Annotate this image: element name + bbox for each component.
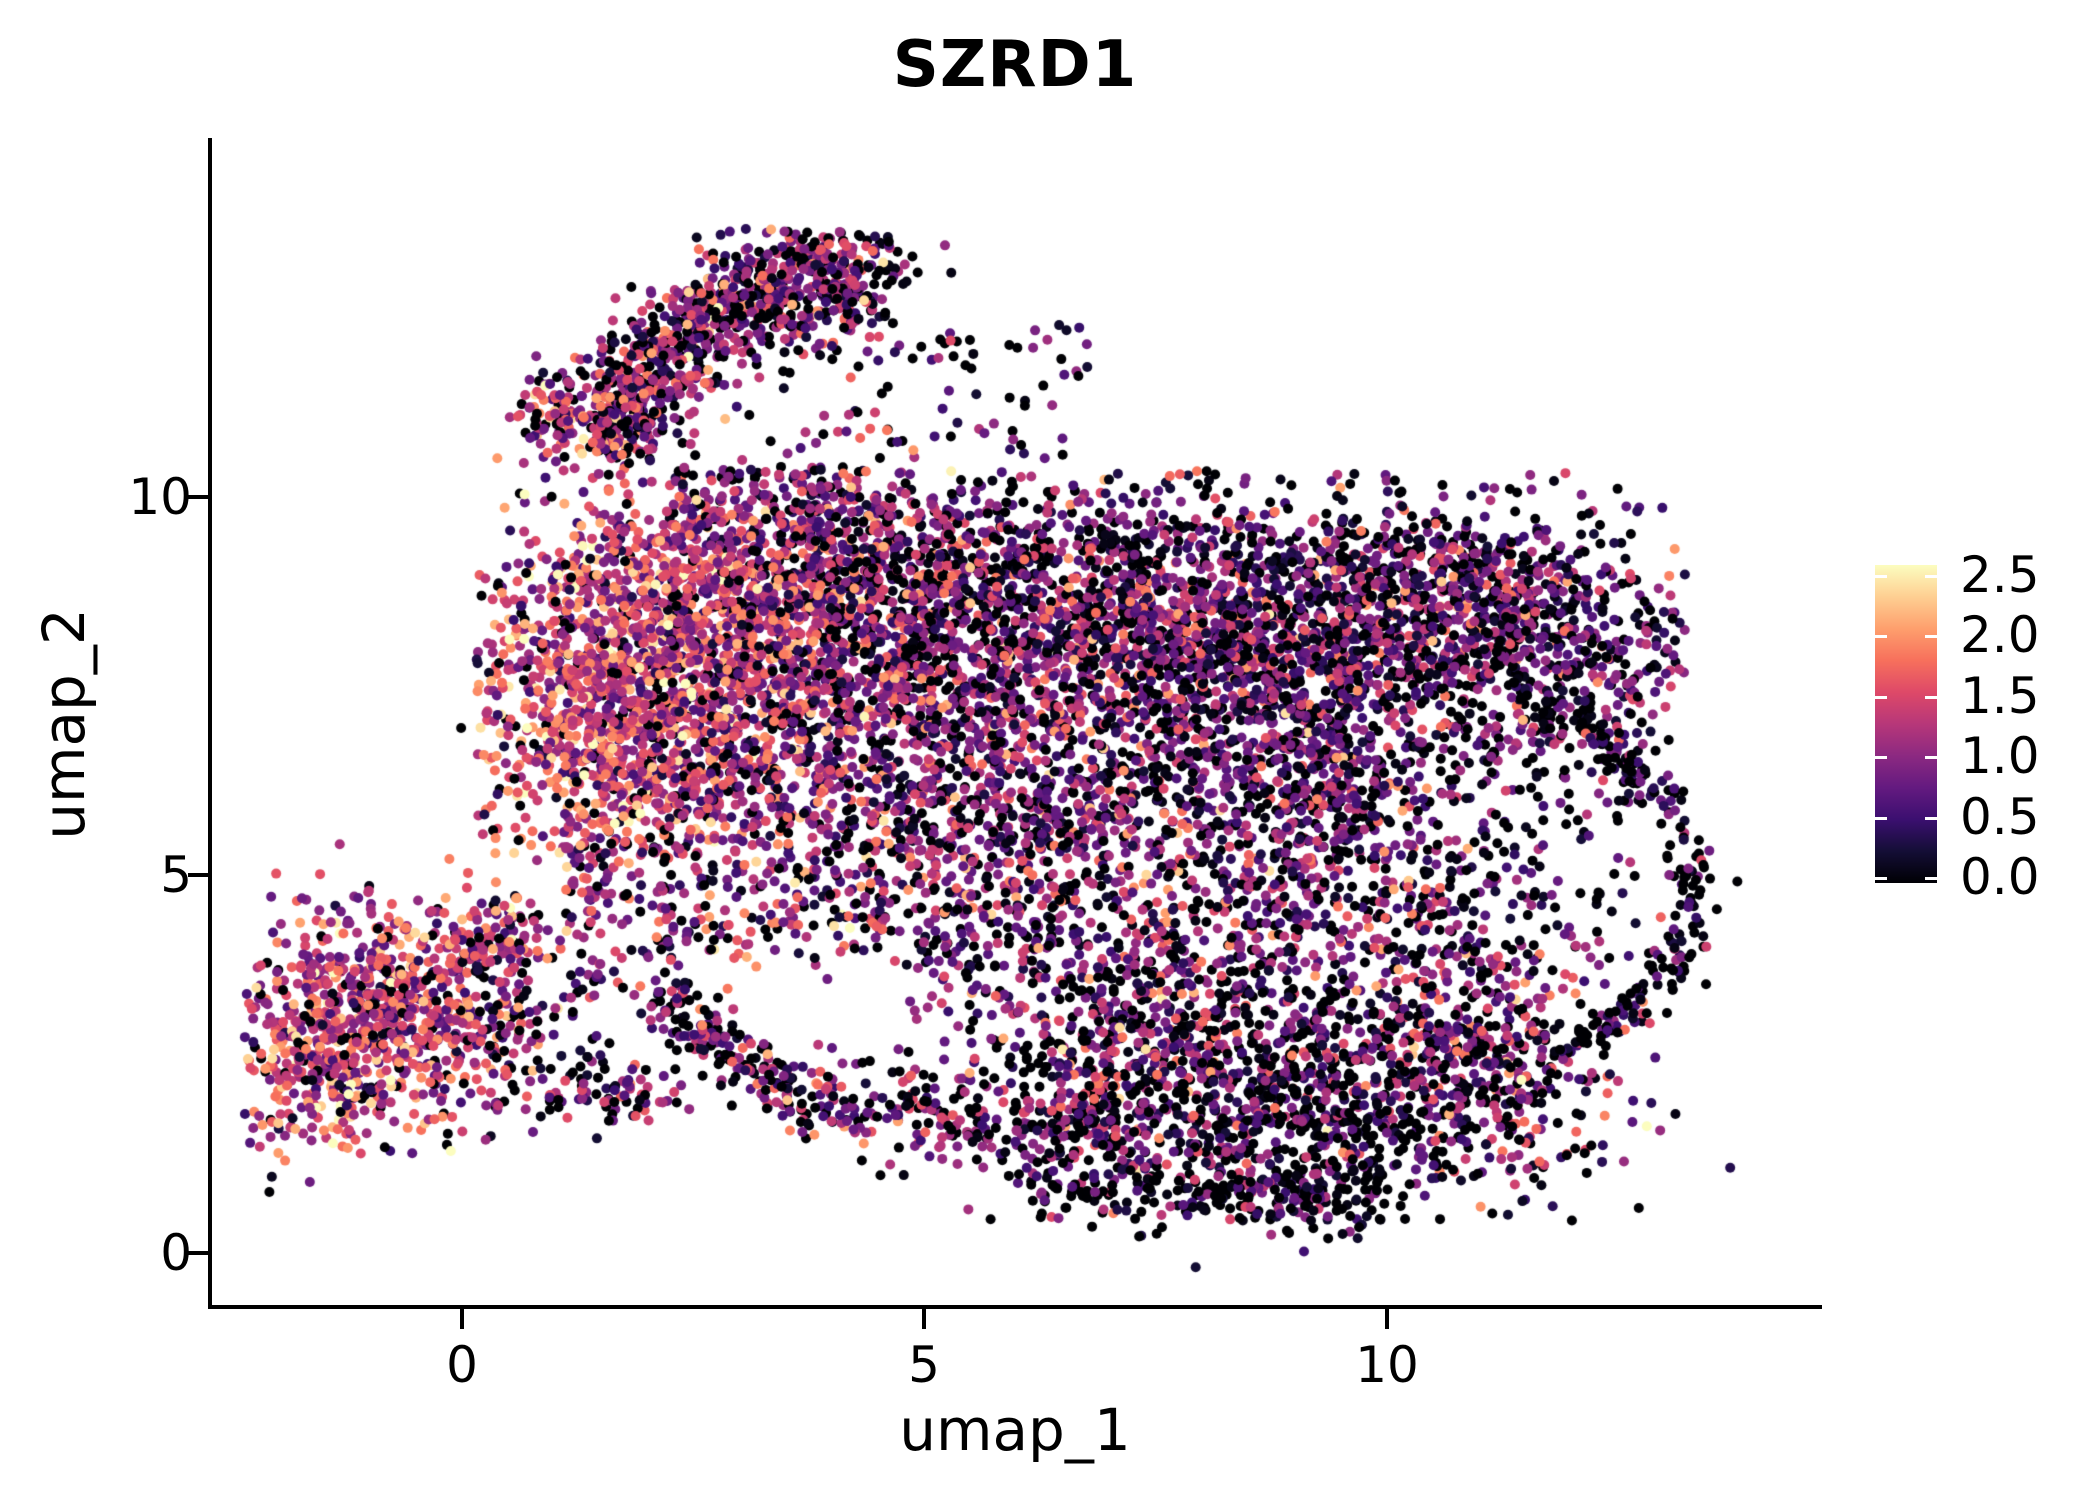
colorbar-tick xyxy=(1875,877,1887,880)
colorbar-tick xyxy=(1875,696,1887,699)
colorbar-tick xyxy=(1875,756,1887,759)
x-axis-title: umap_1 xyxy=(899,1396,1131,1464)
y-tick-mark-0 xyxy=(188,1251,208,1255)
colorbar-tick xyxy=(1875,635,1887,638)
y-tick-label: 0 xyxy=(160,1224,192,1282)
y-tick-label: 5 xyxy=(160,846,192,904)
colorbar-label: 1.5 xyxy=(1960,667,2040,725)
x-tick-label: 5 xyxy=(908,1336,940,1394)
colorbar-label: 0.5 xyxy=(1960,788,2040,846)
x-tick-mark-0 xyxy=(460,1309,464,1329)
y-axis-spine xyxy=(208,138,212,1309)
x-tick-label: 0 xyxy=(446,1336,478,1394)
colorbar-tick xyxy=(1925,756,1937,759)
colorbar-gradient xyxy=(1875,565,1937,883)
colorbar-label: 2.0 xyxy=(1960,606,2040,664)
colorbar-tick xyxy=(1925,575,1937,578)
colorbar-tick xyxy=(1925,696,1937,699)
y-tick-mark-10 xyxy=(188,495,208,499)
colorbar-label: 1.0 xyxy=(1960,727,2040,785)
colorbar-tick xyxy=(1925,635,1937,638)
colorbar-tick xyxy=(1875,817,1887,820)
x-axis-spine xyxy=(208,1305,1822,1309)
y-axis-title: umap_2 xyxy=(30,608,98,840)
y-tick-label: 10 xyxy=(128,468,192,526)
colorbar-label: 0.0 xyxy=(1960,848,2040,906)
x-tick-mark-5 xyxy=(922,1309,926,1329)
y-tick-mark-5 xyxy=(188,873,208,877)
colorbar-tick xyxy=(1925,877,1937,880)
plot-title: SZRD1 xyxy=(892,28,1138,102)
x-tick-mark-10 xyxy=(1385,1309,1389,1329)
x-tick-label: 10 xyxy=(1355,1336,1419,1394)
colorbar-tick xyxy=(1875,575,1887,578)
colorbar-tick xyxy=(1925,817,1937,820)
colorbar-label: 2.5 xyxy=(1960,546,2040,604)
